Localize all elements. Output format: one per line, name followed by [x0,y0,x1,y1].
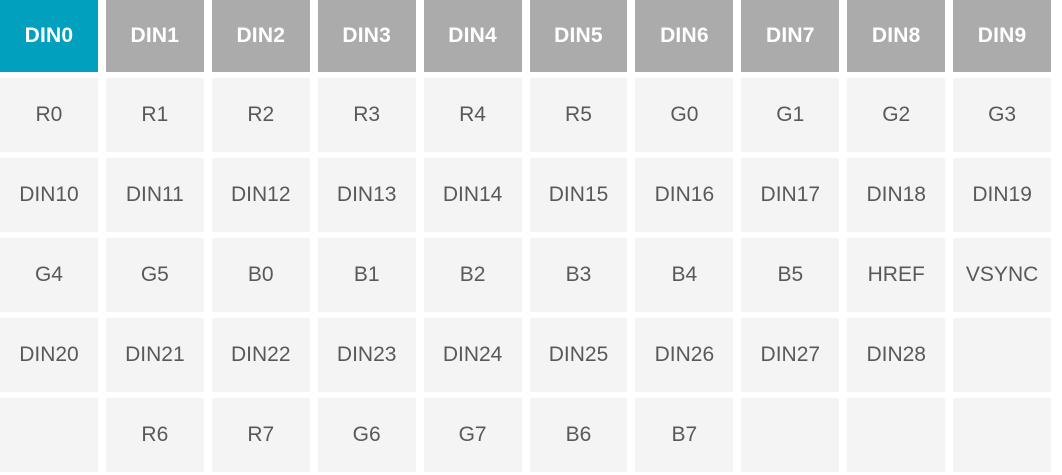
cell-r1-c2: DIN12 [211,158,310,232]
cell-r4-c0 [0,398,98,472]
cell-r4-c4: G7 [423,398,522,472]
cell-r1-c1: DIN11 [105,158,204,232]
cell-r1-c5: DIN15 [529,158,628,232]
cell-r0-c0: R0 [0,78,98,152]
cell-r1-c8: DIN18 [847,158,946,232]
cell-r4-c3: G6 [317,398,416,472]
cell-r3-c3: DIN23 [317,318,416,392]
cell-r0-c5: R5 [529,78,628,152]
cell-r1-c9: DIN19 [953,158,1052,232]
header-cell-6[interactable]: DIN6 [635,0,734,72]
cell-r1-c3: DIN13 [317,158,416,232]
cell-r2-c1: G5 [105,238,204,312]
cell-r4-c2: R7 [211,398,310,472]
table-row: DIN10 DIN11 DIN12 DIN13 DIN14 DIN15 DIN1… [0,158,1062,232]
cell-r2-c5: B3 [529,238,628,312]
table-row: R6 R7 G6 G7 B6 B7 [0,398,1062,472]
cell-r0-c6: G0 [635,78,734,152]
cell-r4-c7 [741,398,840,472]
header-cell-7[interactable]: DIN7 [741,0,840,72]
cell-r0-c9: G3 [953,78,1052,152]
cell-r0-c1: R1 [105,78,204,152]
cell-r1-c6: DIN16 [635,158,734,232]
cell-r2-c3: B1 [317,238,416,312]
cell-r4-c6: B7 [635,398,734,472]
cell-r3-c8: DIN28 [847,318,946,392]
cell-r4-c8 [847,398,946,472]
table-header-row: DIN0 DIN1 DIN2 DIN3 DIN4 DIN5 DIN6 DIN7 … [0,0,1062,72]
cell-r4-c9 [953,398,1052,472]
cell-r3-c0: DIN20 [0,318,98,392]
cell-r1-c7: DIN17 [741,158,840,232]
cell-r0-c7: G1 [741,78,840,152]
cell-r3-c6: DIN26 [635,318,734,392]
cell-r2-c2: B0 [211,238,310,312]
cell-r2-c8: HREF [847,238,946,312]
table-row: DIN20 DIN21 DIN22 DIN23 DIN24 DIN25 DIN2… [0,318,1062,392]
header-cell-4[interactable]: DIN4 [423,0,522,72]
cell-r2-c7: B5 [741,238,840,312]
cell-r3-c7: DIN27 [741,318,840,392]
cell-r3-c4: DIN24 [423,318,522,392]
cell-r1-c0: DIN10 [0,158,98,232]
cell-r2-c9: VSYNC [953,238,1052,312]
cell-r2-c4: B2 [423,238,522,312]
cell-r4-c1: R6 [105,398,204,472]
cell-r0-c8: G2 [847,78,946,152]
table-row: R0 R1 R2 R3 R4 R5 G0 G1 G2 G3 [0,78,1062,152]
cell-r1-c4: DIN14 [423,158,522,232]
table-row: G4 G5 B0 B1 B2 B3 B4 B5 HREF VSYNC [0,238,1062,312]
header-cell-3[interactable]: DIN3 [317,0,416,72]
cell-r4-c5: B6 [529,398,628,472]
header-cell-5[interactable]: DIN5 [529,0,628,72]
header-cell-8[interactable]: DIN8 [847,0,946,72]
header-cell-2[interactable]: DIN2 [211,0,310,72]
header-cell-0[interactable]: DIN0 [0,0,98,72]
cell-r0-c2: R2 [211,78,310,152]
header-cell-1[interactable]: DIN1 [105,0,204,72]
cell-r3-c5: DIN25 [529,318,628,392]
cell-r3-c9 [953,318,1052,392]
header-cell-9[interactable]: DIN9 [953,0,1052,72]
cell-r3-c2: DIN22 [211,318,310,392]
cell-r0-c4: R4 [423,78,522,152]
cell-r2-c6: B4 [635,238,734,312]
cell-r0-c3: R3 [317,78,416,152]
cell-r2-c0: G4 [0,238,98,312]
cell-r3-c1: DIN21 [105,318,204,392]
